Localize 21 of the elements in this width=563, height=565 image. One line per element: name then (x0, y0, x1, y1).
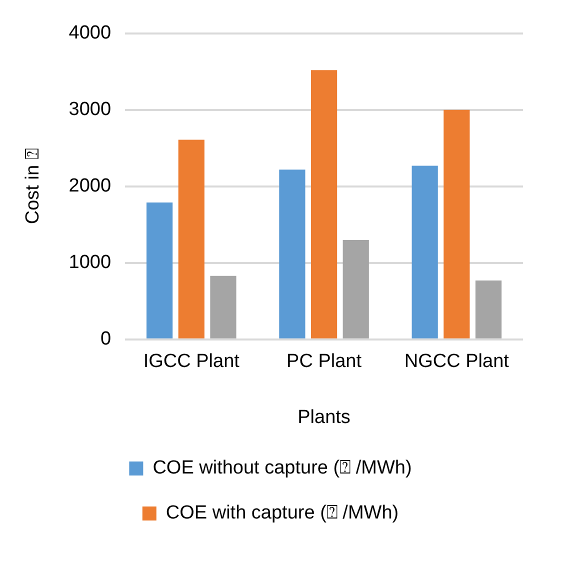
bar (475, 280, 502, 338)
bar (342, 240, 369, 338)
y-tick-label: 2000 (68, 176, 112, 197)
y-axis-title: Cost in ⍰ (22, 148, 44, 224)
y-tick-label: 3000 (68, 99, 112, 120)
bar (178, 140, 204, 338)
bar (412, 166, 438, 338)
legend-label: COE without capture (⍰ /MWh) (152, 458, 412, 479)
x-axis-title: Plants (298, 406, 350, 428)
bar (210, 276, 236, 338)
bar (444, 110, 470, 338)
legend-label: COE with capture (⍰ /MWh) (166, 502, 399, 524)
y-tick-label: 4000 (68, 22, 112, 44)
bar (310, 70, 338, 338)
bar (279, 170, 306, 338)
x-tick-label: IGCC Plant (143, 351, 240, 372)
y-tick-label: 1000 (68, 252, 112, 274)
x-tick-label: PC Plant (286, 351, 362, 372)
y-tick-label: 0 (100, 328, 112, 350)
bar (146, 202, 173, 338)
x-tick-label: NGCC Plant (404, 351, 510, 372)
